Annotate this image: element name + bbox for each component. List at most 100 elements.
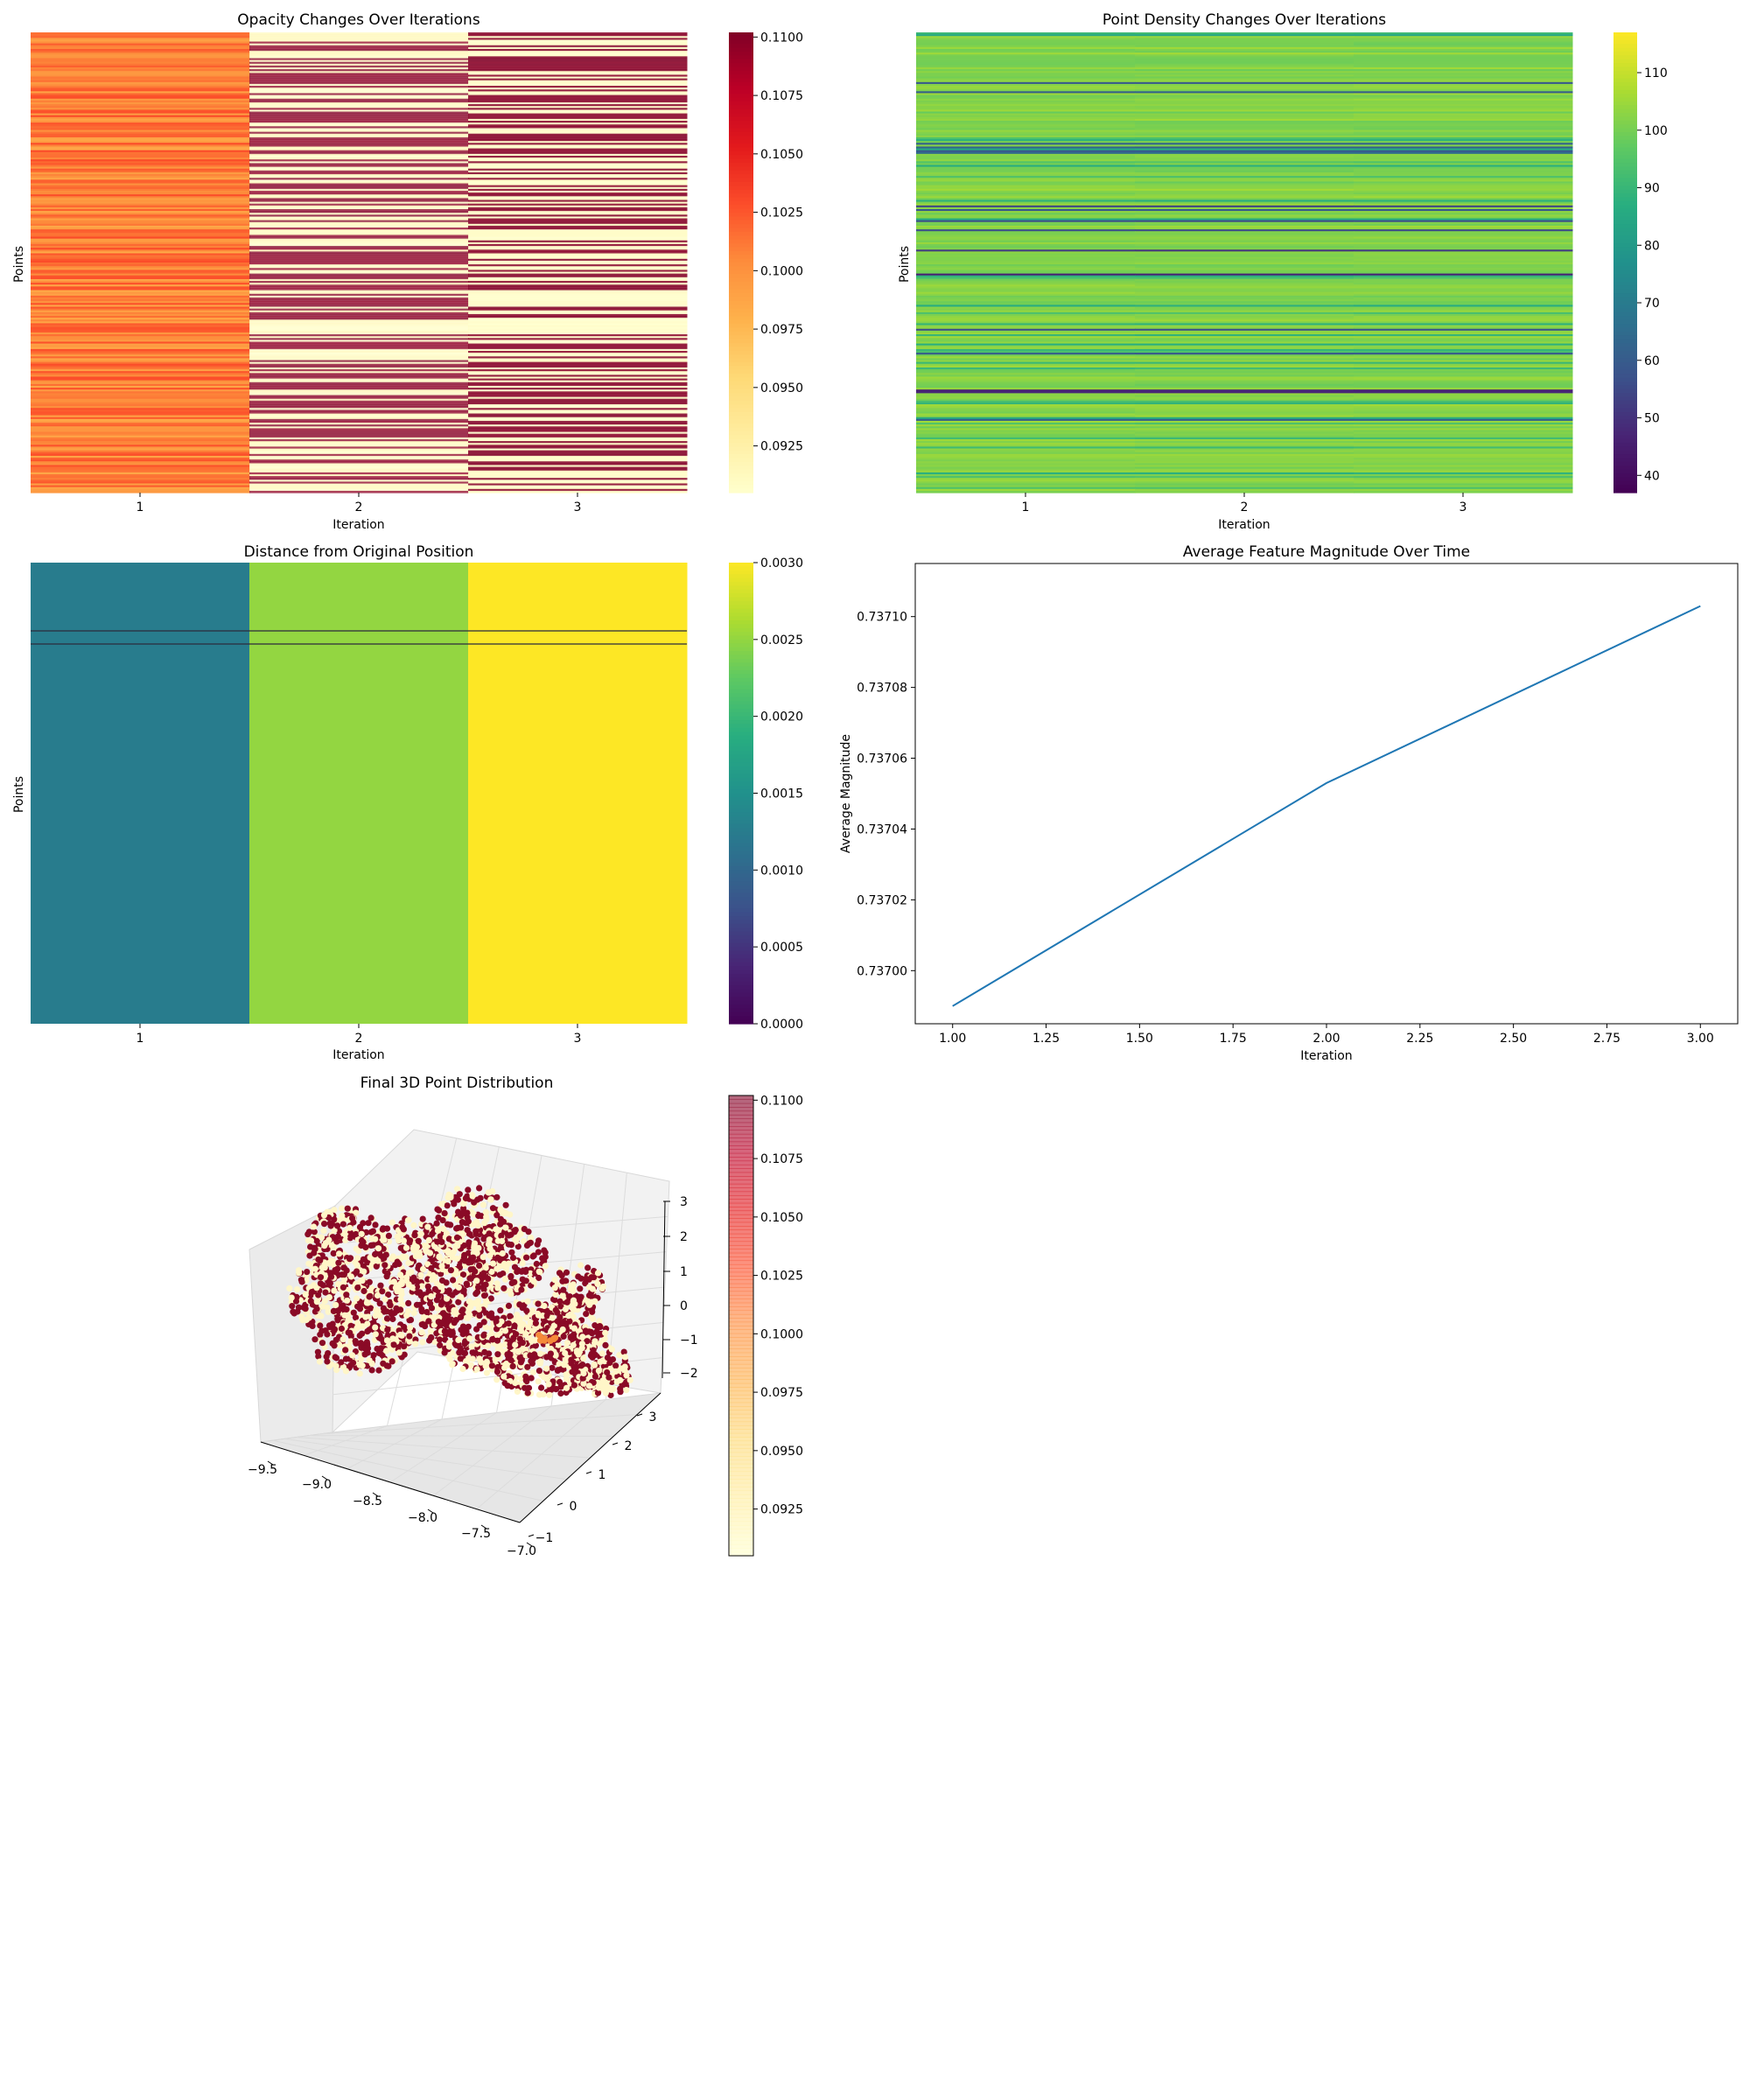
heatmap-cell: [916, 88, 1136, 90]
heatmap-cell: [916, 343, 1136, 346]
colorbar-gradient-band: [729, 346, 753, 352]
heatmap-cell: [1135, 54, 1354, 57]
heatmap-cell: [1354, 185, 1573, 188]
scatter-point: [385, 1292, 392, 1298]
heatmap-cell: [1354, 295, 1573, 298]
colorbar-gradient-band: [729, 808, 753, 814]
colorbar-gradient-band: [729, 693, 753, 698]
heatmap-cell: [31, 426, 250, 429]
scatter-point: [373, 1306, 380, 1313]
scatter-point: [486, 1350, 493, 1357]
heatmap-cell: [468, 260, 688, 263]
heatmap-cell: [249, 176, 469, 178]
heatmap-cell: [249, 221, 469, 225]
scatter-point: [583, 1311, 590, 1318]
heatmap-cell: [31, 290, 250, 293]
scatter-point: [379, 1352, 386, 1359]
heatmap-cell: [1135, 183, 1354, 186]
colorbar-gradient-band: [1614, 339, 1637, 344]
scatter-point: [307, 1243, 314, 1250]
scatter-point: [454, 1186, 461, 1193]
heatmap-cell: [468, 258, 688, 262]
heatmap-cell: [468, 330, 688, 333]
heatmap-cell: [1354, 437, 1573, 440]
colorbar-gradient-band: [1614, 105, 1637, 110]
heatmap-cell: [31, 389, 250, 392]
heatmap-cell: [31, 284, 250, 287]
heatmap-cell: [468, 262, 688, 265]
heatmap-cell: [1354, 194, 1573, 197]
colorbar-gradient-band: [729, 950, 753, 956]
heatmap-cell: [249, 450, 469, 453]
heatmap-cell: [916, 437, 1136, 440]
heatmap-cell: [916, 190, 1136, 193]
scatter-point: [522, 1278, 529, 1284]
colorbar-gradient-band: [729, 1160, 753, 1166]
heatmap-cell: [249, 100, 469, 103]
colorbar-gradient-band: [729, 454, 753, 459]
colorbar-gradient-band: [729, 608, 753, 613]
heatmap-cell: [249, 211, 469, 214]
heatmap-cell: [1135, 400, 1354, 403]
scatter-point: [318, 1312, 325, 1320]
heatmap-cell: [31, 135, 250, 138]
heatmap-cell: [1135, 41, 1354, 45]
scatter-point: [502, 1201, 509, 1208]
scatter-point: [556, 1361, 563, 1368]
heatmap-cell: [249, 481, 469, 485]
colorbar-gradient-band: [1614, 220, 1637, 225]
scatter-point: [363, 1299, 370, 1306]
heatmap-cell: [468, 74, 688, 78]
heatmap-cell: [31, 104, 250, 107]
colorbar-gradient-band: [729, 343, 753, 348]
colorbar-gradient-band: [1614, 39, 1637, 45]
scatter-point: [398, 1291, 405, 1298]
heatmap-cell: [1135, 284, 1354, 287]
scatter-point: [379, 1288, 386, 1295]
heatmap-cell: [1135, 172, 1354, 175]
heatmap-cell: [916, 223, 1136, 227]
scatter-point: [483, 1358, 491, 1365]
heatmap-cell: [1354, 124, 1573, 127]
heatmap-cell: [1135, 310, 1354, 313]
colorbar-gradient-band: [1614, 277, 1637, 283]
scatter-point: [354, 1284, 361, 1292]
scatter-point: [476, 1355, 483, 1362]
colorbar-gradient-band: [1614, 408, 1637, 413]
heatmap-cell: [249, 304, 469, 308]
colorbar-gradient-band: [729, 1532, 753, 1537]
scatter-point: [594, 1280, 601, 1287]
heatmap-cell: [916, 486, 1136, 490]
scatter-point: [358, 1230, 365, 1237]
scatter-point: [589, 1330, 596, 1337]
colorbar-gradient-band: [729, 289, 753, 294]
colorbar-gradient-band: [729, 239, 753, 244]
heatmap-cell: [1135, 490, 1354, 494]
colorbar-gradient-band: [729, 1456, 753, 1461]
heatmap-cell: [31, 276, 250, 280]
heatmap-cell: [31, 266, 250, 269]
colorbar-gradient-band: [729, 1379, 753, 1384]
scatter-point: [480, 1332, 487, 1339]
scatter-point: [302, 1291, 309, 1298]
colorbar-gradient-band: [1614, 346, 1637, 352]
heatmap-cell: [1354, 203, 1573, 206]
x-tick-label: 3.00: [1687, 1032, 1714, 1046]
scatter-point: [312, 1245, 318, 1252]
heatmap-cell: [1354, 234, 1573, 238]
colorbar-gradient-band: [729, 247, 753, 252]
colorbar-gradient-band: [1614, 55, 1637, 60]
heatmap-cell: [1354, 168, 1573, 172]
heatmap-cell: [31, 438, 250, 442]
scatter-point: [344, 1205, 351, 1212]
colorbar-gradient-band: [729, 751, 753, 756]
heatmap-cell: [31, 343, 250, 346]
heatmap-cell: [1135, 271, 1354, 275]
heatmap-cell: [1354, 383, 1573, 387]
heatmap-cell: [249, 318, 469, 320]
colorbar-gradient-band: [729, 186, 753, 191]
heatmap-cell: [468, 166, 688, 170]
heatmap-cell: [1135, 435, 1354, 438]
colorbar-tick-label: 0.0925: [760, 1503, 803, 1517]
colorbar-tick-label: 0.0975: [760, 1386, 803, 1400]
